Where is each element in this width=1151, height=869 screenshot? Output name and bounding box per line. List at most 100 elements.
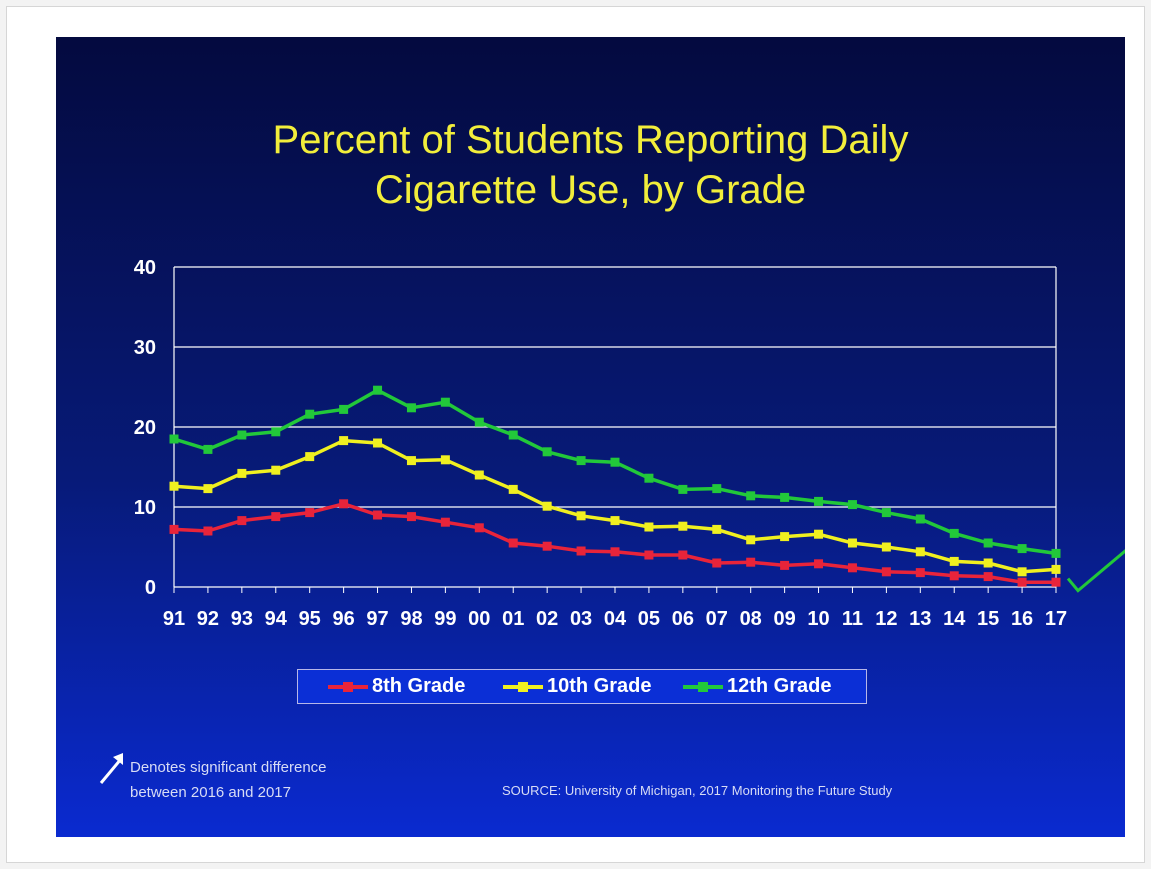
data-point-12th-grade-97 xyxy=(373,385,383,395)
data-point-10th-grade-08 xyxy=(746,535,756,545)
data-point-10th-grade-04 xyxy=(610,516,620,526)
x-tick-label-03: 03 xyxy=(570,608,592,630)
data-point-12th-grade-03 xyxy=(576,456,586,466)
data-point-8th-grade-96 xyxy=(339,499,349,509)
legend-item-12th-grade: 12th Grade xyxy=(683,670,831,703)
x-tick-label-96: 96 xyxy=(332,608,354,630)
data-point-8th-grade-14 xyxy=(949,571,959,581)
y-tick-label-0: 0 xyxy=(145,577,156,599)
data-point-12th-grade-11 xyxy=(847,500,857,510)
data-point-8th-grade-05 xyxy=(644,550,654,560)
data-point-12th-grade-99 xyxy=(440,397,450,407)
x-tick-label-14: 14 xyxy=(943,608,966,630)
data-point-8th-grade-97 xyxy=(373,510,383,520)
data-point-12th-grade-92 xyxy=(203,444,213,454)
chart-annotations xyxy=(1066,549,1125,593)
data-point-10th-grade-96 xyxy=(339,436,349,446)
data-point-12th-grade-98 xyxy=(406,403,416,413)
chart-title-line-2: Cigarette Use, by Grade xyxy=(374,168,807,212)
x-tick-label-13: 13 xyxy=(909,608,931,630)
x-tick-label-00: 00 xyxy=(468,608,490,630)
data-point-10th-grade-14 xyxy=(949,556,959,566)
legend-label-12th-grade: 12th Grade xyxy=(727,675,832,697)
data-point-10th-grade-05 xyxy=(644,522,654,532)
chart-slide: Percent of Students Reporting Daily Ciga… xyxy=(56,37,1125,837)
x-tick-label-10: 10 xyxy=(807,608,829,630)
data-point-12th-grade-05 xyxy=(644,473,654,483)
footnote: Denotes significant difference between 2… xyxy=(130,755,327,805)
data-point-8th-grade-08 xyxy=(746,557,756,567)
data-point-8th-grade-99 xyxy=(440,517,450,527)
x-tick-label-02: 02 xyxy=(536,608,558,630)
data-point-8th-grade-03 xyxy=(576,546,586,556)
y-tick-label-10: 10 xyxy=(134,497,156,519)
x-tick-label-06: 06 xyxy=(672,608,694,630)
y-tick-label-20: 20 xyxy=(134,417,156,439)
data-point-10th-grade-95 xyxy=(305,452,315,462)
data-point-8th-grade-06 xyxy=(678,550,688,560)
data-point-10th-grade-11 xyxy=(847,538,857,548)
data-point-8th-grade-95 xyxy=(305,508,315,518)
data-point-10th-grade-91 xyxy=(169,481,179,491)
data-point-10th-grade-07 xyxy=(712,524,722,534)
arrow-up-right-icon xyxy=(99,753,123,784)
data-point-12th-grade-02 xyxy=(542,447,552,457)
footnote-line-2: between 2016 and 2017 xyxy=(130,784,291,801)
slide-frame: Percent of Students Reporting Daily Ciga… xyxy=(6,6,1145,863)
data-point-12th-grade-14 xyxy=(949,528,959,538)
data-point-12th-grade-94 xyxy=(271,427,281,437)
legend-swatch-12th-grade xyxy=(683,681,723,692)
data-point-8th-grade-93 xyxy=(237,516,247,526)
series-12th-grade xyxy=(169,385,1061,558)
legend-item-8th-grade: 8th Grade xyxy=(328,670,465,703)
data-point-10th-grade-15 xyxy=(983,558,993,568)
data-point-12th-grade-16 xyxy=(1017,544,1027,554)
y-axis-ticks: 0 10 20 30 40 xyxy=(134,257,156,599)
line-chart: 0 10 20 30 40 91 92 93 94 95 96 97 98 99 00 01 02 03 04 05… xyxy=(134,257,1125,630)
data-point-8th-grade-11 xyxy=(847,563,857,573)
x-tick-label-09: 09 xyxy=(773,608,795,630)
x-tick-label-08: 08 xyxy=(740,608,762,630)
chart-title-line-1: Percent of Students Reporting Daily xyxy=(272,118,909,162)
series-8th-grade xyxy=(169,499,1061,587)
chart-gridlines xyxy=(173,266,1057,588)
chart-title: Percent of Students Reporting Daily Ciga… xyxy=(56,115,1125,215)
data-point-12th-grade-06 xyxy=(678,484,688,494)
x-tick-label-12: 12 xyxy=(875,608,897,630)
data-point-10th-grade-98 xyxy=(406,456,416,466)
data-point-8th-grade-04 xyxy=(610,547,620,557)
footnote-line-1: Denotes significant difference xyxy=(130,759,327,776)
source-citation: SOURCE: University of Michigan, 2017 Mon… xyxy=(502,783,893,798)
data-point-10th-grade-10 xyxy=(814,529,824,539)
data-point-10th-grade-00 xyxy=(474,470,484,480)
data-point-10th-grade-92 xyxy=(203,484,213,494)
data-point-10th-grade-94 xyxy=(271,465,281,475)
check-arrow-icon xyxy=(1066,549,1125,593)
x-tick-label-93: 93 xyxy=(231,608,253,630)
data-point-12th-grade-91 xyxy=(169,434,179,444)
data-point-12th-grade-96 xyxy=(339,404,349,414)
x-tick-label-04: 04 xyxy=(604,608,627,630)
data-point-8th-grade-12 xyxy=(881,567,891,577)
data-point-12th-grade-09 xyxy=(780,492,790,502)
data-point-12th-grade-01 xyxy=(508,430,518,440)
x-tick-label-11: 11 xyxy=(842,608,863,630)
x-tick-label-94: 94 xyxy=(265,608,288,630)
legend-swatch-8th-grade xyxy=(328,681,368,692)
data-point-12th-grade-07 xyxy=(712,484,722,494)
data-point-10th-grade-16 xyxy=(1017,567,1027,577)
data-point-10th-grade-93 xyxy=(237,468,247,478)
legend-item-10th-grade: 10th Grade xyxy=(503,670,651,703)
data-point-10th-grade-12 xyxy=(881,542,891,552)
data-point-10th-grade-97 xyxy=(373,438,383,448)
data-point-8th-grade-17 xyxy=(1051,577,1061,587)
data-point-8th-grade-15 xyxy=(983,572,993,582)
data-point-8th-grade-91 xyxy=(169,524,179,534)
data-point-12th-grade-95 xyxy=(305,409,315,419)
data-point-12th-grade-12 xyxy=(881,508,891,518)
data-point-8th-grade-10 xyxy=(814,559,824,569)
x-tick-label-15: 15 xyxy=(977,608,999,630)
data-point-12th-grade-10 xyxy=(814,496,824,506)
data-point-8th-grade-01 xyxy=(508,538,518,548)
data-point-8th-grade-94 xyxy=(271,512,281,522)
